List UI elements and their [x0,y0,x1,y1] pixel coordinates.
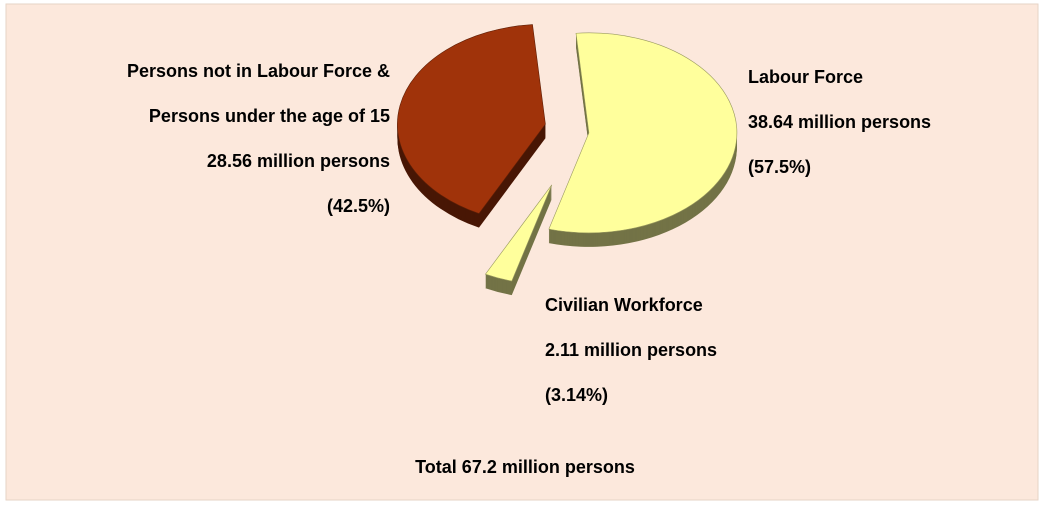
percent-label: (57.5%) [748,157,811,177]
value-label: 2.11 million persons [545,340,717,360]
total-annotation: Total 67.2 million persons [415,457,635,477]
value-label: 28.56 million persons [207,151,390,171]
slice [484,184,553,282]
slice-label: Persons under the age of 15 [149,106,390,126]
value-label: 38.64 million persons [748,112,931,132]
slice [548,32,738,234]
percent-label: (3.14%) [545,385,608,405]
slice-label: Civilian Workforce [545,295,703,315]
percent-label: (42.5%) [327,196,390,216]
slice-label: Labour Force [748,67,863,87]
slice-label: Persons not in Labour Force & [127,61,390,81]
slice [397,24,546,214]
